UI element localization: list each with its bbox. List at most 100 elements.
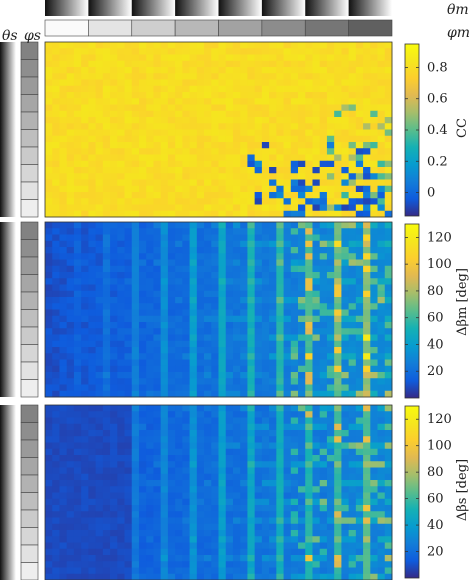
heatmap-cell <box>66 79 75 87</box>
heatmap-cell <box>124 455 133 462</box>
heatmap-cell <box>312 390 321 398</box>
heatmap-cell <box>45 480 53 487</box>
heatmap-cell <box>298 530 306 537</box>
heatmap-cell <box>146 378 154 385</box>
heatmap-cell <box>204 542 212 550</box>
heatmap-cell <box>45 110 53 118</box>
heatmap-cell <box>341 315 350 323</box>
heatmap-cell <box>59 347 68 354</box>
heatmap-cell <box>182 42 190 49</box>
heatmap-cell <box>146 448 154 456</box>
heatmap-cell <box>283 290 292 298</box>
heatmap-cell <box>124 442 133 450</box>
heatmap-cell <box>211 192 219 199</box>
heatmap-cell <box>370 536 378 543</box>
heatmap-cell <box>110 117 118 124</box>
heatmap-cell <box>189 448 198 456</box>
heatmap-cell <box>88 378 97 385</box>
heatmap-cell <box>117 198 125 205</box>
theta-s-strip-cell <box>0 405 16 423</box>
heatmap-cell <box>204 498 212 506</box>
heatmap-cell <box>348 340 357 348</box>
heatmap-cell <box>377 455 386 462</box>
heatmap-cell <box>218 548 227 556</box>
heatmap-cell <box>225 54 234 62</box>
heatmap-cell <box>240 104 248 112</box>
heatmap-cell <box>138 265 147 273</box>
heatmap-cell <box>341 42 350 49</box>
heatmap-cell <box>298 405 306 412</box>
heatmap-cell <box>290 353 299 360</box>
heatmap-cell <box>341 160 350 168</box>
heatmap-cell <box>225 234 234 242</box>
heatmap-cell <box>160 334 169 342</box>
heatmap-cell <box>175 517 183 525</box>
heatmap-cell <box>269 198 277 205</box>
heatmap-cell <box>377 511 386 518</box>
heatmap-cell <box>45 517 53 525</box>
heatmap-cell <box>66 411 75 418</box>
heatmap-cell <box>334 179 342 187</box>
heatmap-cell <box>73 278 82 285</box>
heatmap-cell <box>95 353 104 360</box>
heatmap-cell <box>196 365 205 373</box>
heatmap-cell <box>153 455 162 462</box>
heatmap-cell <box>247 297 256 304</box>
heatmap-cell <box>269 511 277 518</box>
heatmap-cell <box>175 523 183 531</box>
heatmap-cell <box>117 54 125 62</box>
heatmap-cell <box>52 179 60 187</box>
heatmap-cell <box>45 185 53 193</box>
heatmap-cell <box>52 353 60 360</box>
heatmap-cell <box>175 148 183 155</box>
heatmap-cell <box>102 523 111 531</box>
heatmap-cell <box>384 79 393 87</box>
heatmap-cell <box>261 561 270 568</box>
heatmap-cell <box>377 204 386 212</box>
heatmap-cell <box>341 417 350 425</box>
heatmap-cell <box>384 340 393 348</box>
heatmap-cell <box>59 467 68 475</box>
heatmap-cell <box>334 573 342 581</box>
heatmap-cell <box>363 498 371 506</box>
heatmap-cell <box>326 135 335 143</box>
heatmap-cell <box>312 148 321 155</box>
heatmap-cell <box>312 154 321 162</box>
heatmap-cell <box>305 378 313 385</box>
heatmap-cell <box>189 455 198 462</box>
heatmap-cell <box>124 278 133 285</box>
heatmap-cell <box>269 173 277 180</box>
heatmap-cell <box>276 322 284 329</box>
heatmap-cell <box>153 430 162 437</box>
heatmap-cell <box>240 517 248 525</box>
phi-s-strip-cell <box>20 94 39 113</box>
heatmap-cell <box>348 253 357 260</box>
heatmap-cell <box>102 167 111 174</box>
heatmap-cell <box>370 461 378 468</box>
heatmap-cell <box>110 517 118 525</box>
heatmap-cell <box>363 455 371 462</box>
heatmap-cell <box>153 548 162 556</box>
heatmap-cell <box>283 473 292 481</box>
heatmap-cell <box>334 567 342 575</box>
heatmap-cell <box>269 284 277 292</box>
heatmap-cell <box>283 442 292 450</box>
heatmap-cell <box>124 390 133 398</box>
heatmap-cell <box>153 60 162 68</box>
heatmap-cell <box>167 42 176 49</box>
heatmap-cell <box>131 185 140 193</box>
heatmap-cell <box>384 359 393 367</box>
heatmap-cell <box>348 297 357 304</box>
heatmap-cell <box>124 511 133 518</box>
heatmap-cell <box>261 359 270 367</box>
heatmap-cell <box>290 117 299 124</box>
phi-m-strip-cell <box>88 19 133 37</box>
heatmap-cell <box>146 253 154 260</box>
heatmap-cell <box>370 473 378 481</box>
heatmap-cell <box>66 347 75 354</box>
heatmap-cell <box>247 104 256 112</box>
heatmap-cell <box>95 123 104 130</box>
heatmap-cell <box>247 73 256 80</box>
heatmap-cell <box>384 192 393 199</box>
heatmap-cell <box>110 48 118 55</box>
